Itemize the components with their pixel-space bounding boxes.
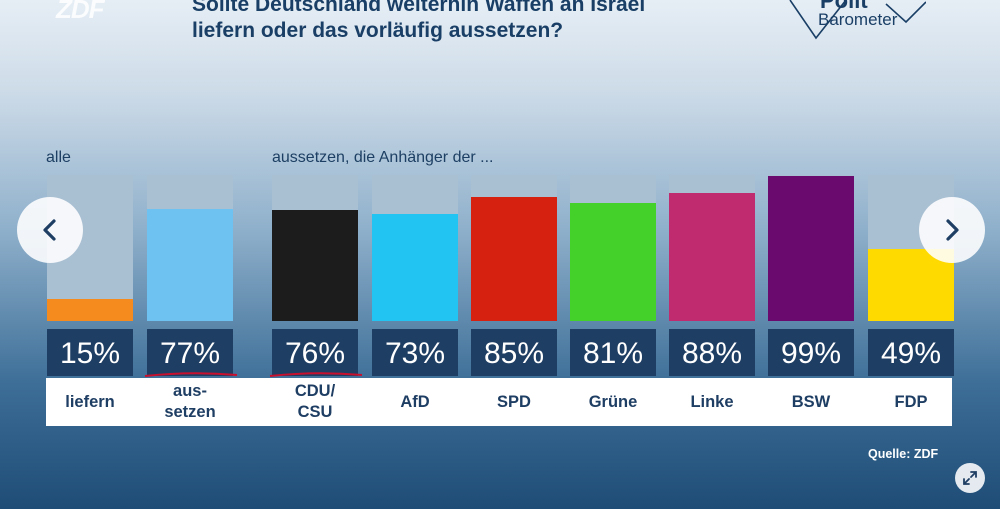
politbarometer-check-icon — [789, 0, 926, 40]
brand-line-2: Barometer — [818, 10, 898, 29]
bar — [372, 214, 458, 321]
category-label: aus-setzen — [164, 382, 216, 421]
bar — [47, 299, 133, 321]
chevron-left-icon — [43, 219, 56, 241]
category-label: FDP — [894, 392, 928, 411]
expand-icon — [963, 471, 977, 485]
value-label: 77% — [147, 329, 233, 376]
label-all: alle — [46, 149, 71, 166]
value-label: 81% — [570, 329, 656, 376]
bar-track — [471, 175, 557, 321]
highlight-underline — [144, 372, 238, 377]
zdf-logo: ZDF — [56, 0, 105, 24]
category-label: BSW — [791, 392, 831, 411]
highlight-underline — [269, 372, 363, 377]
poll-question-line-1: Sollte Deutschland weiterhin Waffen an I… — [192, 0, 646, 16]
poll-question-line-2: liefern oder das vorläufig aussetzen? — [192, 19, 564, 42]
value-label: 49% — [868, 329, 954, 376]
poll-question: Sollte Deutschland weiterhin Waffen an I… — [192, 0, 752, 44]
category-label: Grüne — [588, 392, 638, 411]
prev-button[interactable] — [17, 197, 83, 263]
value-label: 76% — [272, 329, 358, 376]
value-label: 73% — [372, 329, 458, 376]
bar-track — [372, 175, 458, 321]
bar — [669, 192, 755, 321]
category-label: AfD — [400, 392, 430, 411]
politbarometer-logo: Polit Barometer — [786, 0, 926, 52]
label-supporters: aussetzen, die Anhänger der ... — [272, 149, 494, 166]
chevron-right-icon — [946, 219, 959, 241]
category-label: SPD — [497, 392, 531, 411]
category-label: Linke — [690, 392, 734, 411]
bar — [768, 176, 854, 321]
category-label: liefern — [65, 392, 115, 411]
bar — [471, 196, 557, 321]
category-label-strip — [46, 378, 952, 426]
bar — [868, 249, 954, 321]
brand-line-1: Polit — [820, 0, 868, 13]
bar — [147, 208, 233, 321]
bar — [570, 202, 656, 321]
bar-track — [768, 175, 854, 321]
bar-track — [570, 175, 656, 321]
expand-button[interactable] — [955, 463, 985, 493]
source-label: Quelle: ZDF — [868, 447, 939, 461]
value-label: 99% — [768, 329, 854, 376]
category-label: CDU/CSU — [294, 382, 336, 421]
value-label: 85% — [471, 329, 557, 376]
value-label: 15% — [47, 329, 133, 376]
bar-track — [669, 175, 755, 321]
value-label: 88% — [669, 329, 755, 376]
bar-track — [272, 175, 358, 321]
bar-track — [147, 175, 233, 321]
bar — [272, 210, 358, 321]
next-button[interactable] — [919, 197, 985, 263]
